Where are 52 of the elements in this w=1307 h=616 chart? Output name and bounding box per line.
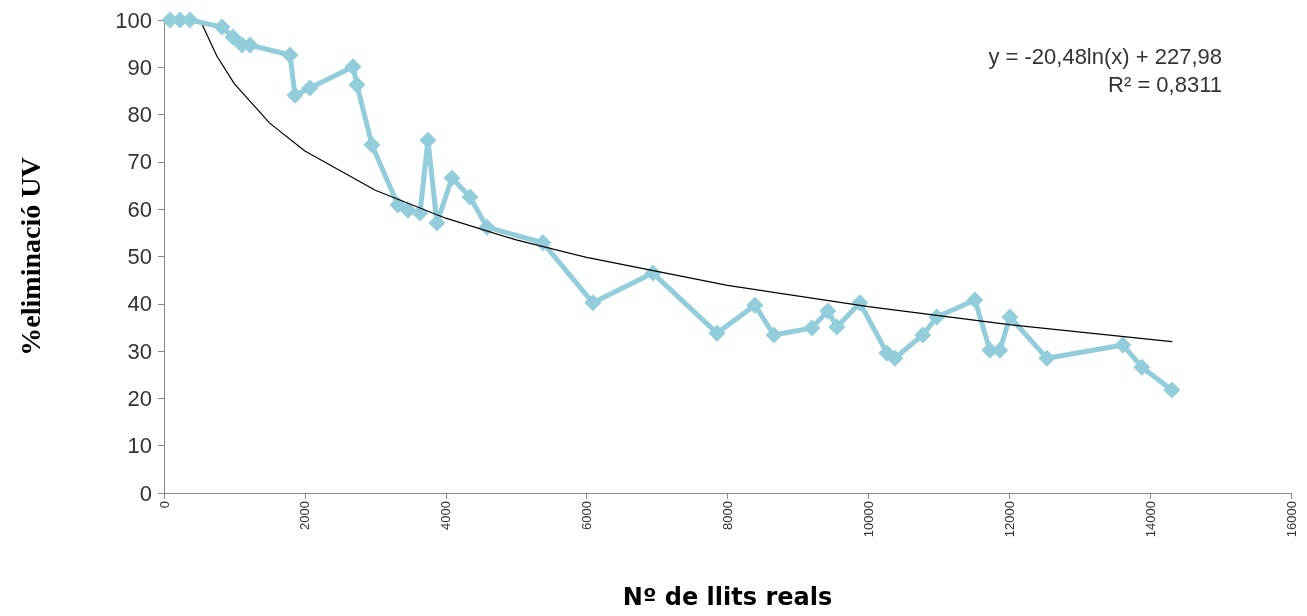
point xyxy=(708,324,726,342)
y-tick-label: 30 xyxy=(127,338,152,364)
x-tick-label: 10000 xyxy=(860,501,876,538)
point xyxy=(348,76,366,94)
point xyxy=(286,86,304,104)
y-tick-label: 40 xyxy=(127,291,152,317)
y-tick-label: 10 xyxy=(127,433,152,459)
x-tick-label: 14000 xyxy=(1142,501,1158,538)
point xyxy=(828,318,846,336)
point xyxy=(363,136,381,154)
point xyxy=(914,326,932,344)
point xyxy=(213,18,231,36)
x-tick-label: 6000 xyxy=(579,501,595,530)
y-tick-label: 90 xyxy=(127,54,152,80)
y-tick-label: 0 xyxy=(139,480,152,506)
x-tick-label: 4000 xyxy=(438,501,454,530)
point xyxy=(411,204,429,222)
point xyxy=(819,302,837,320)
y-tick-label: 70 xyxy=(127,149,152,175)
x-tick-label: 12000 xyxy=(1001,501,1017,538)
y-tick-label: 20 xyxy=(127,385,152,411)
point xyxy=(1001,308,1019,326)
point xyxy=(443,169,461,187)
point xyxy=(886,349,904,367)
y-tick-label: 50 xyxy=(127,244,152,269)
x-axis-title: Nº de llits reals xyxy=(622,583,833,611)
point xyxy=(301,79,319,97)
point xyxy=(1114,336,1132,354)
y-tick-label: 100 xyxy=(115,7,152,33)
x-tick-label: 0 xyxy=(156,501,172,509)
point xyxy=(1038,349,1056,367)
y-tick-label: 80 xyxy=(127,102,152,128)
point xyxy=(461,188,479,206)
point xyxy=(746,296,764,314)
point xyxy=(224,28,242,46)
point xyxy=(534,234,552,252)
point xyxy=(1163,381,1181,399)
x-tick-label: 16000 xyxy=(1283,501,1299,538)
x-tick-label: 8000 xyxy=(720,501,735,530)
x-tick-label: 2000 xyxy=(297,501,313,530)
point xyxy=(803,319,821,337)
point xyxy=(966,291,984,309)
annotation: y = -20,48ln(x) + 227,98 xyxy=(988,43,1222,69)
y-tick-label: 60 xyxy=(127,196,152,222)
point xyxy=(399,201,417,219)
point xyxy=(1133,358,1151,376)
annotation: R² = 0,8311 xyxy=(1108,71,1223,97)
point xyxy=(281,46,299,64)
point xyxy=(344,58,362,76)
point xyxy=(765,326,783,344)
y-axis-title: %eliminació UV xyxy=(14,157,46,356)
point xyxy=(584,294,602,312)
